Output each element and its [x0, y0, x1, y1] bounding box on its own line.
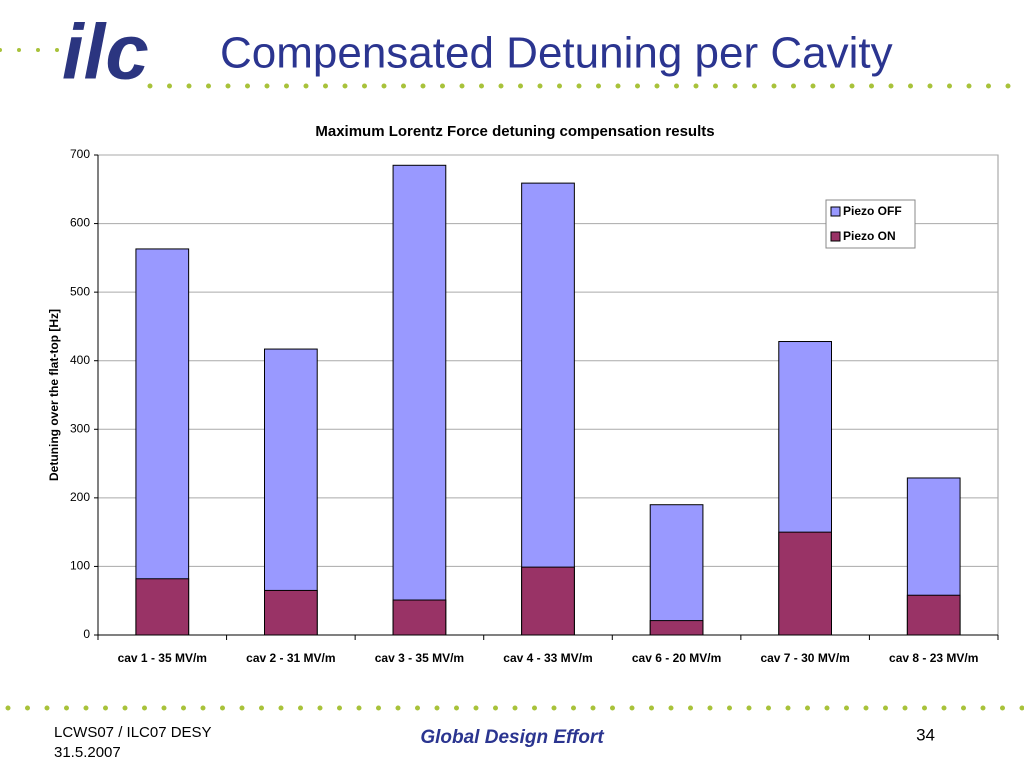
x-tick-label: cav 8 - 23 MV/m	[889, 651, 978, 665]
y-axis-label: Detuning over the flat-top [Hz]	[47, 309, 61, 481]
bar	[649, 620, 704, 636]
y-tick-label: 0	[83, 627, 90, 641]
bar	[778, 531, 832, 636]
x-tick-label: cav 4 - 33 MV/m	[503, 651, 592, 665]
bar	[521, 182, 575, 636]
y-tick-label: 100	[70, 559, 90, 573]
y-tick-label: 700	[70, 147, 90, 161]
legend-label: Piezo OFF	[843, 204, 902, 218]
y-tick-label: 500	[70, 284, 90, 298]
bar	[392, 599, 447, 636]
bar	[521, 566, 575, 636]
page-number: 34	[916, 725, 935, 744]
bar	[649, 504, 704, 636]
x-tick-label: cav 7 - 30 MV/m	[760, 651, 849, 665]
chart: 0 100 200 300 400 500 600 700 cav 1 - 35 MV/m cav…	[70, 147, 999, 665]
bar	[135, 248, 190, 636]
x-tick-label: cav 3 - 35 MV/m	[375, 651, 464, 665]
y-tick-label: 600	[70, 216, 90, 230]
x-tick-label: cav 1 - 35 MV/m	[118, 651, 207, 665]
legend-swatch	[830, 231, 841, 242]
y-tick-label: 300	[70, 421, 90, 435]
footer-left: 31.5.2007	[54, 744, 121, 761]
legend-label: Piezo ON	[843, 229, 896, 243]
bar	[135, 578, 190, 636]
x-tick-label: cav 2 - 31 MV/m	[246, 651, 335, 665]
x-tick-label: cav 6 - 20 MV/m	[632, 651, 721, 665]
y-tick-label: 400	[70, 353, 90, 367]
footer-left: LCWS07 / ILC07 DESY	[54, 724, 212, 741]
logo: ilc	[62, 8, 149, 96]
y-tick-label: 200	[70, 490, 90, 504]
bar	[264, 589, 318, 636]
slide-title: Compensated Detuning per Cavity	[220, 29, 893, 78]
footer-center: Global Design Effort	[420, 727, 604, 748]
legend-box	[825, 199, 916, 249]
chart-title: Maximum Lorentz Force detuning compensat…	[315, 123, 714, 140]
legend-swatch	[830, 206, 841, 217]
bar	[264, 348, 318, 636]
bar	[906, 594, 961, 636]
bar	[392, 164, 447, 636]
